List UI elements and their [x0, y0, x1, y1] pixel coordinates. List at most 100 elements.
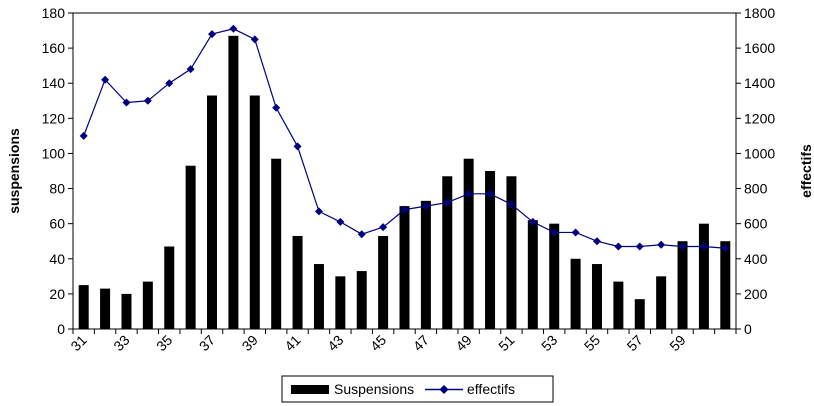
x-tick-label: 37 [196, 332, 218, 354]
point-marker [314, 207, 323, 216]
legend-swatch-suspensions [291, 385, 329, 394]
right-axis: 0 200 400 600 800 1000 1200 1400 1600 1800 [736, 5, 775, 337]
bar [463, 158, 474, 329]
y-tick-label-left: 120 [42, 110, 66, 126]
point-marker [550, 228, 559, 237]
point-marker [79, 131, 88, 140]
y-tick-label-left: 20 [49, 286, 65, 302]
point-marker [336, 217, 345, 226]
x-tick-label: 35 [153, 332, 175, 354]
bar [228, 35, 239, 329]
point-marker [208, 30, 217, 39]
x-tick-label: 45 [367, 332, 389, 354]
bar [399, 206, 410, 329]
bar [720, 241, 731, 329]
bar [335, 276, 346, 329]
bar [506, 176, 517, 329]
y-tick-label-left: 0 [57, 321, 65, 337]
y-tick-label-left: 160 [42, 40, 66, 56]
x-tick-label: 43 [324, 332, 346, 354]
bar [591, 264, 602, 329]
y-tick-label-left: 40 [49, 251, 65, 267]
legend-label-effectifs: effectifs [467, 381, 515, 397]
point-marker [528, 217, 537, 226]
x-tick-label: 39 [239, 332, 261, 354]
x-tick-label: 59 [666, 332, 688, 354]
bar [164, 246, 175, 329]
point-marker [678, 242, 687, 251]
point-marker [293, 142, 302, 151]
point-marker [464, 189, 473, 198]
y-axis-title-right: effectifs [798, 144, 814, 198]
y-tick-label-right: 1800 [744, 5, 775, 21]
bar [442, 176, 453, 329]
y-tick-label-left: 100 [42, 145, 66, 161]
point-marker [101, 75, 110, 84]
bar [249, 95, 260, 329]
bar [292, 235, 303, 329]
bar [121, 293, 132, 329]
bar [378, 235, 389, 329]
x-tick-label: 57 [624, 332, 646, 354]
x-tick-label: 51 [495, 332, 517, 354]
bar [656, 276, 667, 329]
point-marker [571, 228, 580, 237]
bar [185, 165, 196, 329]
point-marker [592, 237, 601, 246]
bar [271, 158, 282, 329]
legend: Suspensions effectifs [281, 375, 554, 403]
y-tick-label-left: 80 [49, 181, 65, 197]
y-tick-label-right: 1200 [744, 110, 775, 126]
y-tick-label-left: 180 [42, 5, 66, 21]
bar [570, 258, 581, 329]
bar [100, 288, 111, 329]
bar [207, 95, 218, 329]
legend-label-suspensions: Suspensions [334, 381, 414, 397]
point-marker [614, 242, 623, 251]
point-marker [699, 242, 708, 251]
bar [634, 299, 645, 329]
line-series-group [79, 24, 730, 253]
left-axis: 0 20 40 60 80 100 120 140 160 180 [42, 5, 73, 337]
point-marker [229, 24, 238, 33]
point-marker [421, 202, 430, 211]
y-tick-label-right: 1600 [744, 40, 775, 56]
x-tick-label: 55 [581, 332, 603, 354]
bar [313, 264, 324, 329]
x-axis: 31 33 35 37 39 41 43 45 47 49 51 53 55 57 59 [67, 329, 737, 354]
y-tick-label-right: 400 [744, 251, 768, 267]
y-axis-title-left: suspensions [6, 128, 22, 214]
bar [78, 285, 89, 329]
point-marker [122, 98, 131, 107]
x-tick-label: 31 [67, 332, 89, 354]
y-tick-label-left: 140 [42, 75, 66, 91]
point-marker [443, 198, 452, 207]
point-marker [657, 240, 666, 249]
bar [420, 200, 431, 329]
point-marker [272, 103, 281, 112]
bar [356, 271, 367, 329]
x-tick-label: 41 [281, 332, 303, 354]
y-tick-label-left: 60 [49, 216, 65, 232]
y-tick-label-right: 0 [744, 321, 752, 337]
point-marker [379, 223, 388, 232]
point-marker [186, 65, 195, 74]
bar [527, 220, 538, 329]
point-marker [400, 205, 409, 214]
point-marker [507, 200, 516, 209]
point-marker [165, 79, 174, 88]
bar [549, 223, 560, 329]
y-tick-label-right: 800 [744, 181, 768, 197]
y-tick-label-right: 600 [744, 216, 768, 232]
bar [142, 281, 153, 329]
bar [485, 171, 496, 329]
bar [698, 223, 709, 329]
point-marker [635, 242, 644, 251]
point-marker [357, 230, 366, 239]
bar [613, 281, 624, 329]
y-tick-label-right: 200 [744, 286, 768, 302]
x-tick-label: 49 [452, 332, 474, 354]
x-tick-label: 53 [538, 332, 560, 354]
y-tick-label-right: 1000 [744, 145, 775, 161]
